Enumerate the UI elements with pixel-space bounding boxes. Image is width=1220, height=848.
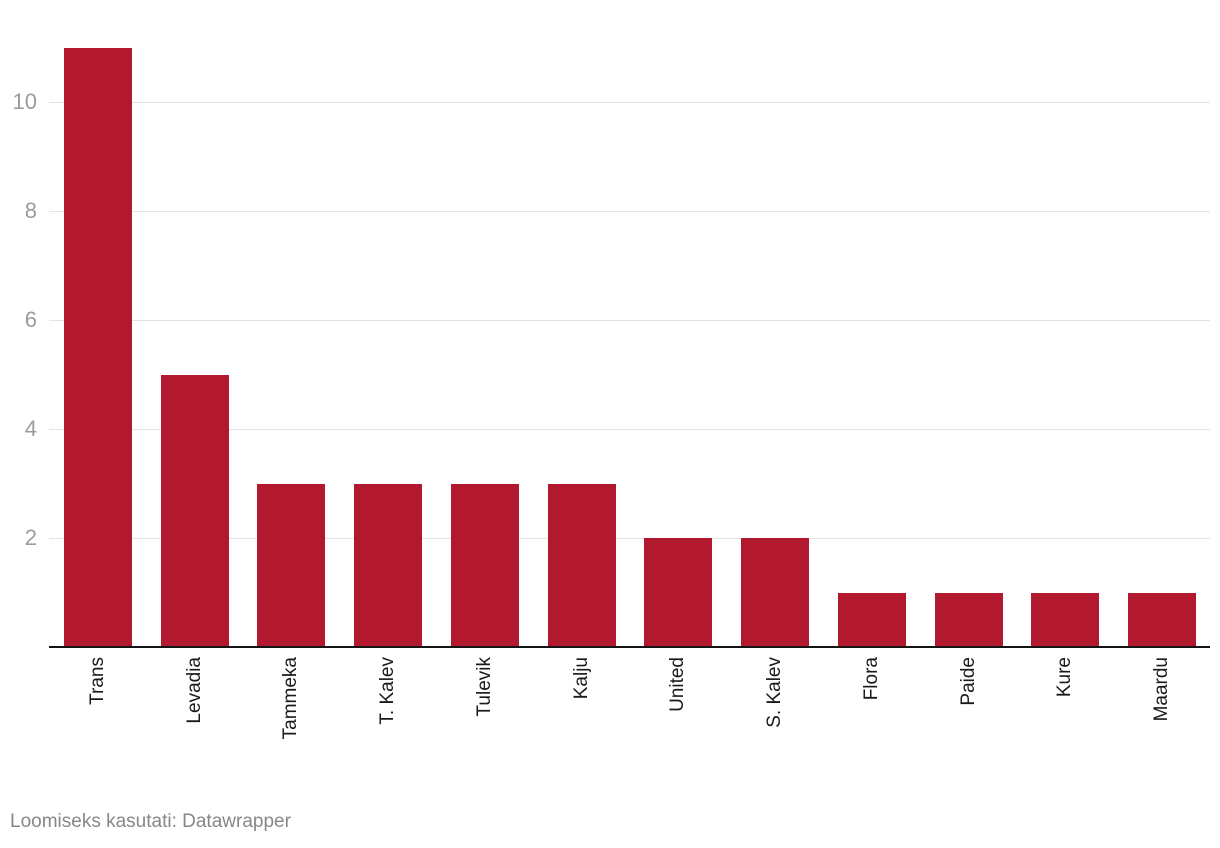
y-axis-tick-label: 8	[24, 198, 37, 223]
gridline	[49, 428, 1210, 430]
x-axis-label: S. Kalev	[764, 657, 786, 728]
x-axis-label: United	[667, 657, 689, 712]
bar	[547, 483, 616, 647]
y-axis-tick-label: 4	[24, 416, 37, 441]
x-axis-label: Kure	[1054, 657, 1076, 698]
x-axis-label: Flora	[860, 657, 882, 701]
gridline	[49, 210, 1210, 212]
bar	[354, 483, 423, 647]
gridline	[49, 319, 1210, 321]
bar	[644, 538, 713, 647]
x-axis-label: Maardu	[1150, 657, 1172, 722]
bar	[160, 374, 229, 647]
x-axis-label: Levadia	[183, 657, 205, 724]
bar	[1031, 592, 1100, 647]
y-axis-tick-label: 2	[24, 525, 37, 550]
x-axis-label: Paide	[957, 657, 979, 706]
x-axis-label: Tammeka	[280, 657, 302, 740]
x-axis-line	[49, 646, 1210, 648]
gridline	[49, 101, 1210, 103]
bar	[64, 47, 132, 647]
y-axis-tick-label: 6	[24, 307, 37, 332]
x-axis-label: Kalju	[570, 657, 592, 700]
bar	[257, 483, 326, 647]
bar	[934, 592, 1003, 647]
x-axis-label: T. Kalev	[377, 657, 399, 725]
bar	[1127, 592, 1196, 647]
bar	[837, 592, 906, 647]
gridline	[49, 537, 1210, 539]
attribution-text: Loomiseks kasutati: Datawrapper	[10, 811, 291, 832]
bar	[450, 483, 519, 647]
x-axis-label: Trans	[87, 657, 108, 705]
x-axis-label: Tulevik	[473, 657, 495, 717]
y-axis-tick-label: 10	[12, 89, 37, 114]
bar	[741, 538, 810, 647]
